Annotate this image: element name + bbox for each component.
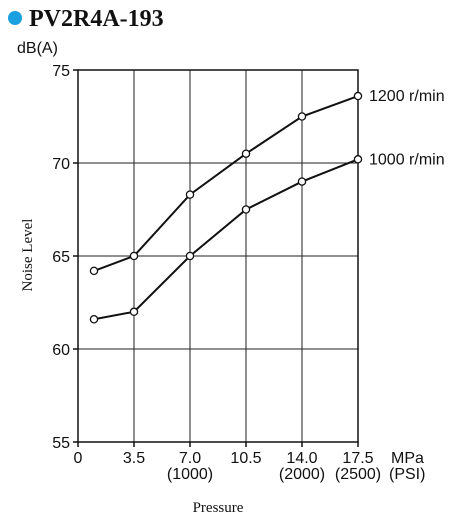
data-point — [89, 266, 99, 276]
x-tick-label: 17.5 — [342, 450, 373, 467]
y-tick-label: 70 — [52, 156, 70, 173]
x-tick-psi-label: (1000) — [167, 466, 213, 483]
y-tick-label: 65 — [52, 249, 70, 266]
y-tick-label: 75 — [52, 63, 70, 80]
x-tick-label: 0 — [74, 450, 83, 467]
series-label: 1200 r/min — [369, 88, 445, 105]
y-axis-title: Noise Level — [20, 219, 36, 292]
x-tick-label: 7.0 — [179, 450, 201, 467]
data-point — [353, 91, 363, 101]
title-bullet-icon — [8, 11, 22, 25]
data-point — [129, 251, 139, 261]
series-line — [93, 158, 359, 321]
data-point — [297, 177, 307, 186]
x-unit-mpa: MPa — [391, 450, 424, 467]
x-tick-label: 10.5 — [230, 450, 261, 467]
data-point — [241, 149, 251, 158]
x-tick-label: 3.5 — [123, 450, 145, 467]
y-tick-label: 60 — [52, 342, 70, 359]
x-unit-psi: (PSI) — [389, 466, 425, 483]
series-line — [93, 95, 359, 272]
chart-title: PV2R4A-193 — [29, 6, 164, 32]
data-point — [241, 205, 251, 214]
data-point — [185, 190, 195, 199]
x-tick-label: 14.0 — [286, 450, 317, 467]
y-unit-label: dB(A) — [17, 40, 58, 57]
x-axis-title: Pressure — [193, 500, 244, 516]
y-tick-label: 55 — [52, 435, 70, 452]
data-point — [353, 155, 363, 164]
x-tick-psi-label: (2500) — [335, 466, 381, 483]
data-point — [89, 314, 99, 324]
series-label: 1000 r/min — [369, 151, 445, 168]
data-point — [185, 251, 195, 261]
x-tick-psi-label: (2000) — [279, 466, 325, 483]
data-point — [297, 112, 307, 121]
data-point — [129, 307, 139, 317]
